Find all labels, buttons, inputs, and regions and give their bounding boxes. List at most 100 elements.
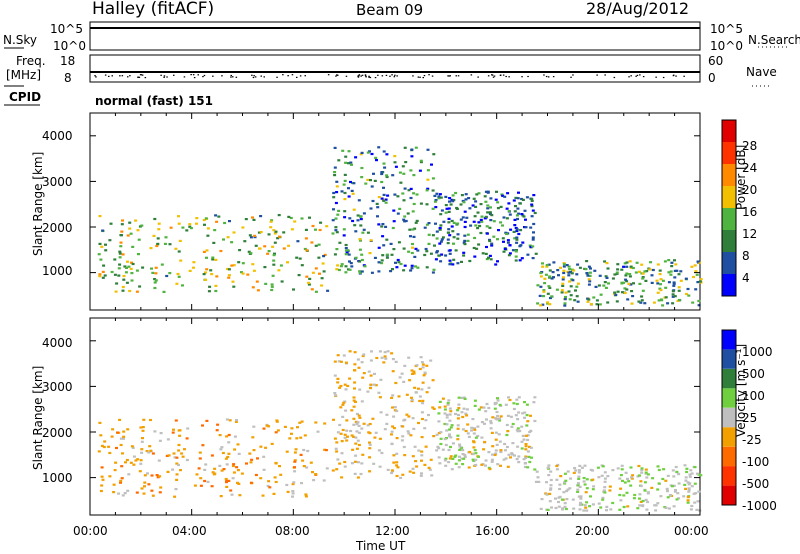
velocity-cell [520,447,524,450]
velocity-cell [417,421,420,425]
velocity-cell [421,363,425,366]
power-cell [651,268,655,272]
velocity-cell [231,477,235,480]
power-cell [673,276,677,279]
velocity-cell [591,503,595,506]
power-cell [419,202,423,205]
velocity-cell [491,416,495,419]
power-cell [348,260,351,263]
velocity-cell [561,507,565,510]
velocity-cell [353,381,357,384]
velocity-cell [516,430,520,433]
velocity-cell [314,421,318,424]
velocity-cell [418,395,422,398]
velocity-cell [447,399,451,402]
power-cell [269,220,273,223]
power-cell [644,279,648,282]
velocity-cell [465,414,469,417]
power-cell [479,203,483,206]
power-cell [403,187,407,190]
velocity-cell [316,430,320,433]
velocity-cell [98,421,102,424]
vel-cb-tick-500: 500 [742,367,765,381]
velocity-cell [405,393,409,396]
velocity-cell [138,470,142,473]
power-cell [442,220,446,223]
velocity-cell [659,495,663,498]
velocity-cell [343,460,347,464]
power-cell [226,267,230,271]
velocity-cell [354,442,358,445]
velocity-cell [507,396,510,399]
power-cell [152,234,156,237]
velocity-cell [229,489,233,492]
power-cell [335,248,339,251]
velocity-cell [516,427,520,430]
nave-tick-high: 60 [708,54,724,68]
velocity-cell [687,487,691,490]
velocity-cell [120,465,124,468]
velocity-cell [379,378,383,381]
power-colorbar-swatch [722,252,736,274]
power-cell [444,195,448,198]
power-cell [154,266,158,269]
power-cell [516,207,520,210]
velocity-cell [603,471,607,474]
velocity-cell [113,469,117,472]
power-cell [520,257,524,260]
power-cell [307,281,311,284]
velocity-cell [689,508,693,511]
power-cell [622,265,626,268]
velocity-cell [591,488,595,491]
power-cell [344,249,348,252]
velocity-cell [385,422,389,425]
power-cell [452,221,456,224]
power-cell [463,234,467,237]
velocity-cell [366,390,370,393]
power-cell [525,196,529,199]
velocity-cell [445,416,449,419]
velocity-cell [530,456,533,459]
power-cell [358,270,362,273]
power-cell [542,290,546,293]
power-cell [120,234,123,237]
velocity-cell [514,414,518,417]
power-cell [462,251,466,254]
velocity-cell [224,477,228,481]
power-cell [410,251,414,255]
power-cell [515,229,519,233]
velocity-cell [449,410,453,413]
velocity-cell [335,441,339,444]
power-cell [454,249,458,252]
velocity-cell [391,406,394,409]
velocity-cell [146,472,149,475]
velocity-cell [334,447,338,450]
power-cell [505,232,508,236]
power-cell [584,268,588,271]
velocity-cell [533,419,537,423]
power-cell [485,225,489,228]
velocity-cell [511,422,515,426]
velocity-cell [249,461,253,464]
power-cell [477,243,481,246]
velocity-cell [550,506,553,509]
velocity-cell [203,479,207,483]
velocity-cell [582,509,586,512]
power-cell [481,252,485,255]
power-cell [389,242,393,245]
power-cell [252,269,256,272]
power-cell [271,274,275,277]
power-cell [684,277,688,280]
power-cell [594,285,598,288]
power-cell [530,199,534,202]
velocity-cell [353,472,357,475]
power-cell [477,221,481,224]
power-cell [439,196,443,199]
velocity-cell [463,397,467,400]
power-cell [206,234,210,237]
velocity-cell [348,377,352,380]
velocity-cell [398,376,402,379]
power-cell [368,150,371,153]
nave-point [492,76,495,78]
power-cell [623,291,627,295]
